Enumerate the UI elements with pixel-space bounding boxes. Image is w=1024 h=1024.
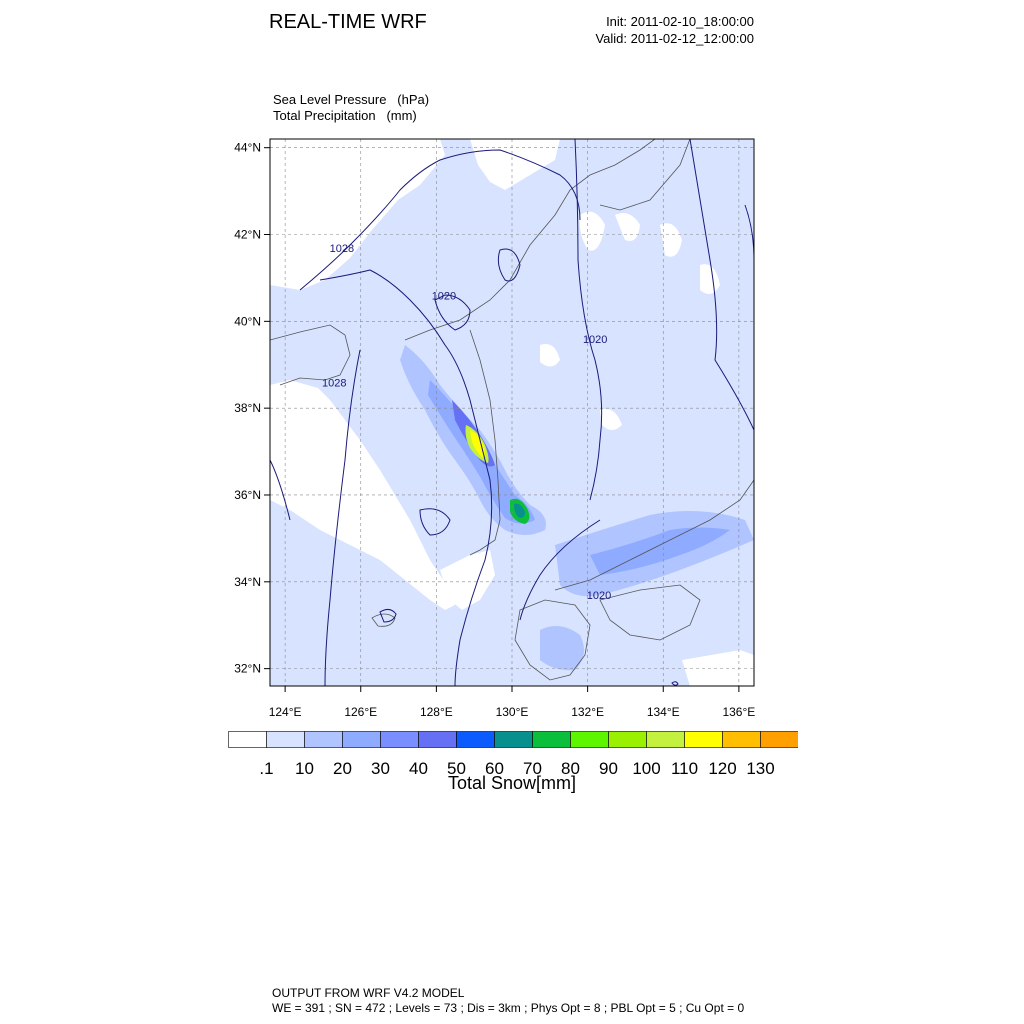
footer-settings: WE = 391 ; SN = 472 ; Levels = 73 ; Dis …	[272, 1001, 745, 1015]
dry-region-southeast	[682, 650, 754, 686]
dry-patch-2	[615, 212, 640, 241]
colorbar-box	[608, 731, 647, 748]
dry-region-north	[270, 139, 445, 290]
plot-title: REAL-TIME WRF	[269, 11, 427, 33]
lat-tick-label: 34°N	[234, 575, 261, 589]
dry-patch-4	[700, 264, 720, 294]
lat-tick-label: 44°N	[234, 141, 261, 155]
dry-region-north-2	[470, 139, 560, 190]
coastlines	[270, 139, 754, 681]
lat-tick-label: 36°N	[234, 488, 261, 502]
precip-core-south-inner	[514, 503, 525, 518]
colorbar-label: 50	[447, 759, 466, 778]
lon-tick-label: 124°E	[269, 705, 302, 719]
dry-region-korea-south	[440, 550, 495, 610]
axis-ticks: 124°E 126°E 128°E 130°E 132°E 134°E 136°E 44°N 4…	[234, 141, 755, 719]
isobar-label: 1020	[587, 590, 611, 602]
lon-tick-label: 134°E	[647, 705, 680, 719]
lon-tick-label: 126°E	[344, 705, 377, 719]
colorbar-box	[570, 731, 609, 748]
lat-tick-label: 32°N	[234, 662, 261, 676]
precipitation-map: 1028 1020 1020 1028 1020 124°E 126°E 128°E 130°…	[234, 138, 755, 719]
lon-tick-label: 132°E	[571, 705, 604, 719]
variable-label-pressure: Sea Level Pressure (hPa)	[273, 92, 430, 107]
colorbar: .1 10 20 30 40 50 60 70 80 90 100 110 120 130	[228, 731, 798, 778]
colorbar-label: 20	[333, 759, 352, 778]
precip-core-north	[470, 430, 485, 458]
colorbar-box	[228, 731, 267, 748]
colorbar-label: 80	[561, 759, 580, 778]
colorbar-label: 70	[523, 759, 542, 778]
footer-model: OUTPUT FROM WRF V4.2 MODEL	[272, 986, 465, 1000]
colorbar-box	[646, 731, 685, 748]
colorbar-box	[418, 731, 457, 748]
precip-band-kyushu	[540, 626, 584, 671]
dry-patch-3	[660, 223, 682, 257]
lat-tick-label: 40°N	[234, 314, 261, 328]
init-time: Init: 2011-02-10_18:00:00	[606, 14, 754, 29]
precip-band-east-inner	[590, 527, 730, 575]
colorbar-box	[722, 731, 761, 748]
lat-tick-label: 42°N	[234, 228, 261, 242]
colorbar-box	[342, 731, 381, 748]
dry-patch-1	[579, 211, 605, 251]
colorbar-labels: .1 10 20 30 40 50 60 70 80 90 100 110 120 130	[259, 759, 774, 778]
lon-tick-label: 128°E	[420, 705, 453, 719]
colorbar-label: 30	[371, 759, 390, 778]
colorbar-box	[380, 731, 419, 748]
colorbar-boxes	[228, 731, 798, 748]
isobar-label: 1020	[583, 334, 607, 346]
dry-patch-6	[600, 409, 622, 430]
colorbar-box	[532, 731, 571, 748]
lon-tick-label: 136°E	[722, 705, 755, 719]
colorbar-box	[760, 731, 798, 748]
map-field: 1028 1020 1020 1028 1020	[270, 139, 754, 686]
isobar-label: 1020	[432, 291, 456, 303]
colorbar-label: .1	[259, 759, 273, 778]
isobar-label: 1028	[322, 377, 346, 389]
isobars	[270, 139, 754, 686]
variable-label-precipitation: Total Precipitation (mm)	[273, 108, 417, 123]
colorbar-box	[304, 731, 343, 748]
colorbar-label: 110	[671, 759, 698, 778]
colorbar-box	[684, 731, 723, 748]
isobar-labels: 1028 1020 1020 1028 1020	[322, 243, 611, 602]
colorbar-label: 120	[708, 759, 736, 778]
lon-tick-label: 130°E	[496, 705, 529, 719]
colorbar-title: Total Snow[mm]	[447, 773, 577, 793]
colorbar-box	[266, 731, 305, 748]
dry-patch-5	[540, 344, 560, 367]
colorbar-label: 90	[599, 759, 618, 778]
isobar-label: 1028	[330, 243, 354, 255]
colorbar-label: 40	[409, 759, 428, 778]
colorbar-label: 10	[295, 759, 314, 778]
colorbar-label: 100	[632, 759, 660, 778]
lat-tick-label: 38°N	[234, 401, 261, 415]
colorbar-box	[494, 731, 533, 748]
valid-time: Valid: 2011-02-12_12:00:00	[595, 31, 754, 46]
colorbar-label: 60	[485, 759, 504, 778]
colorbar-label: 130	[746, 759, 774, 778]
colorbar-box	[456, 731, 495, 748]
